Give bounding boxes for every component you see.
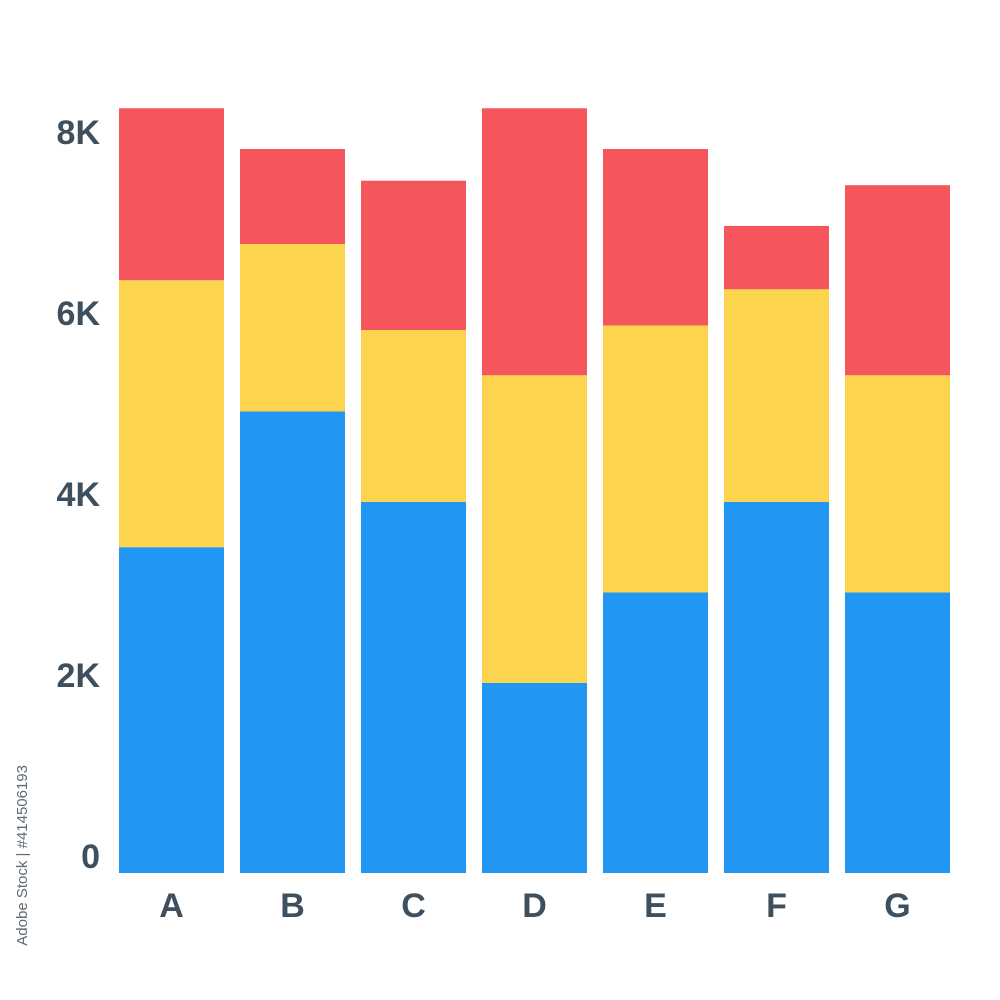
x-tick-label: C <box>401 887 426 925</box>
bar-segment-c-2 <box>361 330 466 502</box>
bar-segment-f-2 <box>724 289 829 502</box>
bars-layer <box>119 108 950 873</box>
bar-segment-f-1 <box>724 501 829 873</box>
bar-segment-b-2 <box>240 244 345 412</box>
bar-segment-e-2 <box>603 325 708 593</box>
x-tick-label: D <box>522 887 547 925</box>
bar-segment-b-1 <box>240 411 345 873</box>
y-tick-label: 6K <box>57 295 101 333</box>
x-axis-ticks: A B C D E F G <box>159 887 911 925</box>
stock-id-text: Adobe Stock | #414506193 <box>14 765 31 946</box>
bar-segment-d-1 <box>482 682 587 873</box>
bar-segment-g-3 <box>845 185 950 376</box>
x-tick-label: E <box>644 887 667 925</box>
x-tick-label: B <box>280 887 305 925</box>
bar-segment-a-1 <box>119 547 224 873</box>
bar-segment-e-1 <box>603 592 708 873</box>
y-tick-label: 0 <box>81 838 100 876</box>
y-tick-label: 8K <box>57 114 101 152</box>
x-tick-label: F <box>766 887 787 925</box>
x-tick-label: A <box>159 887 184 925</box>
bar-segment-g-2 <box>845 375 950 593</box>
bar-segment-e-3 <box>603 149 708 326</box>
bar-segment-f-3 <box>724 225 829 290</box>
bar-segment-a-2 <box>119 280 224 548</box>
bar-segment-c-3 <box>361 180 466 330</box>
bar-segment-g-1 <box>845 592 950 873</box>
y-tick-label: 4K <box>57 476 101 514</box>
bar-segment-b-3 <box>240 149 345 245</box>
bar-segment-d-2 <box>482 375 587 683</box>
bar-segment-a-3 <box>119 108 224 281</box>
bar-segment-d-3 <box>482 108 587 376</box>
y-tick-label: 2K <box>57 657 101 695</box>
x-tick-label: G <box>884 887 910 925</box>
bar-segment-c-1 <box>361 501 466 873</box>
y-axis-ticks: 0 2K 4K 6K 8K <box>57 114 101 876</box>
